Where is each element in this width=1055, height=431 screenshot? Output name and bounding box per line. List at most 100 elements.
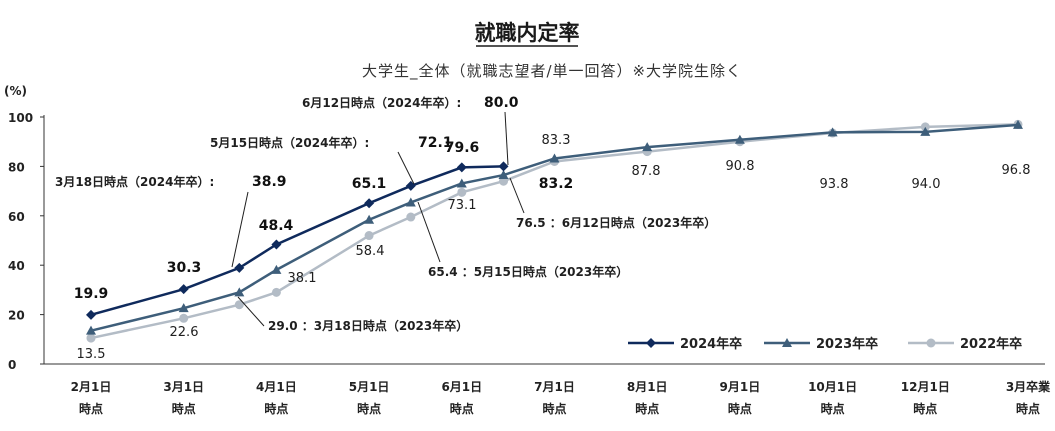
data-label: 22.6 xyxy=(170,325,199,340)
annotation-leader-line xyxy=(397,151,415,185)
data-label: 73.1 xyxy=(448,198,477,213)
data-point-marker xyxy=(456,178,467,188)
y-tick-label: 100 xyxy=(8,111,33,125)
annotation-label: 5月15日時点（2024年卒）: xyxy=(210,135,369,150)
data-label: 30.3 xyxy=(167,260,202,276)
x-tick-label-line2: 時点 xyxy=(264,401,288,416)
x-tick-label: 8月1日 xyxy=(627,380,668,394)
data-label: 83.2 xyxy=(539,176,574,192)
x-tick-label: 12月1日 xyxy=(901,380,950,394)
data-point-marker xyxy=(549,153,560,163)
data-point-marker xyxy=(364,198,375,209)
x-tick-label-line2: 時点 xyxy=(79,401,103,416)
data-label: 87.8 xyxy=(632,164,661,179)
data-point-marker xyxy=(498,170,509,180)
data-point-marker xyxy=(405,180,416,191)
data-point-marker xyxy=(827,127,838,137)
data-label: 58.4 xyxy=(356,244,385,259)
annotation-label: 3月18日時点（2024年卒）: xyxy=(55,174,214,189)
data-label: 83.3 xyxy=(542,133,571,148)
chart-subtitle: 大学生_全体（就職志望者/単一回答）※大学院生除く xyxy=(362,62,742,81)
legend-label: 2023年卒 xyxy=(816,336,878,352)
annotation-value: 38.9 xyxy=(252,174,287,190)
annotation-leader-line xyxy=(509,177,525,214)
annotation-leader-line xyxy=(237,296,265,327)
data-point-marker xyxy=(1013,119,1023,129)
x-tick-label-line2: 時点 xyxy=(728,401,752,416)
data-label: 13.5 xyxy=(77,347,106,362)
x-tick-label: 3月1日 xyxy=(163,380,204,394)
data-label: 38.1 xyxy=(288,271,317,286)
x-tick-label: 9月1日 xyxy=(720,380,761,394)
data-point-marker xyxy=(178,284,189,295)
x-tick-label: 5月1日 xyxy=(349,380,390,394)
data-point-marker xyxy=(234,262,245,273)
data-label: 65.1 xyxy=(352,176,387,192)
x-tick-label-line2: 時点 xyxy=(542,401,566,416)
data-label: 90.8 xyxy=(726,159,755,174)
data-point-marker xyxy=(179,313,189,323)
x-tick-label-line2: 時点 xyxy=(172,401,196,416)
series-line-2023年卒 xyxy=(90,123,1019,332)
annotation-leader-line xyxy=(504,111,509,166)
annotation-label: 65.4 ：5月15日時点（2023年卒） xyxy=(428,264,628,279)
annotation-value: 80.0 xyxy=(484,95,519,111)
data-point-marker xyxy=(920,126,931,136)
data-point-marker xyxy=(271,239,282,250)
data-point-marker xyxy=(642,142,653,152)
x-tick-label-line2: 時点 xyxy=(357,401,381,416)
x-tick-label-line2: 時点 xyxy=(821,401,845,416)
x-tick-label-line2: 時点 xyxy=(635,401,659,416)
data-point-marker xyxy=(406,212,416,222)
data-point-marker xyxy=(456,162,467,173)
data-point-marker xyxy=(457,187,467,197)
data-point-marker xyxy=(234,287,245,297)
legend-marker xyxy=(782,338,792,347)
x-tick-label: 7月1日 xyxy=(534,380,575,394)
y-tick-label: 80 xyxy=(8,160,25,174)
data-point-marker xyxy=(498,161,509,172)
x-tick-label-line2: 時点 xyxy=(450,401,474,416)
annotation-label: 29.0 ：3月18日時点（2023年卒） xyxy=(268,318,468,333)
data-point-marker xyxy=(86,325,96,335)
data-point-marker xyxy=(405,197,416,207)
data-label: 94.0 xyxy=(912,177,941,192)
data-label: 96.8 xyxy=(1002,163,1031,178)
x-tick-label-line2: 時点 xyxy=(913,401,937,416)
x-tick-label: 10月1日 xyxy=(808,380,857,394)
data-point-marker xyxy=(86,333,96,343)
legend-label: 2024年卒 xyxy=(680,336,742,352)
x-tick-label: 2月1日 xyxy=(71,380,112,394)
x-tick-label: 3月卒業 xyxy=(1006,379,1051,394)
legend-label: 2022年卒 xyxy=(960,336,1022,352)
x-tick-label: 4月1日 xyxy=(256,380,297,394)
data-label: 19.9 xyxy=(74,286,109,302)
legend-marker xyxy=(926,338,936,348)
data-label: 48.4 xyxy=(259,218,294,234)
y-tick-label: 20 xyxy=(8,309,25,323)
annotation-label: 6月12日時点（2024年卒）: xyxy=(302,95,461,110)
data-point-marker xyxy=(178,303,189,313)
annotation-label: 76.5 ：6月12日時点（2023年卒） xyxy=(516,215,716,230)
x-tick-label: 6月1日 xyxy=(441,380,482,394)
data-point-marker xyxy=(271,287,281,297)
series-line-2024年卒 xyxy=(90,165,504,317)
y-tick-label: 60 xyxy=(8,210,25,224)
x-tick-label-line2: 時点 xyxy=(1016,401,1040,416)
data-point-marker xyxy=(364,214,375,224)
y-axis-label: (%) xyxy=(4,84,27,98)
data-point-marker xyxy=(86,309,96,320)
data-point-marker xyxy=(734,134,745,144)
y-tick-label: 0 xyxy=(8,358,16,372)
data-point-marker xyxy=(364,231,374,241)
annotation-value: 72.1 xyxy=(418,135,453,151)
data-label: 93.8 xyxy=(820,177,849,192)
annotation-leader-line xyxy=(417,201,441,263)
chart-title: 就職内定率 xyxy=(475,21,580,45)
legend-marker xyxy=(646,338,656,348)
annotation-leader-line xyxy=(231,191,249,268)
data-point-marker xyxy=(271,264,282,274)
data-label: 79.6 xyxy=(445,140,480,156)
